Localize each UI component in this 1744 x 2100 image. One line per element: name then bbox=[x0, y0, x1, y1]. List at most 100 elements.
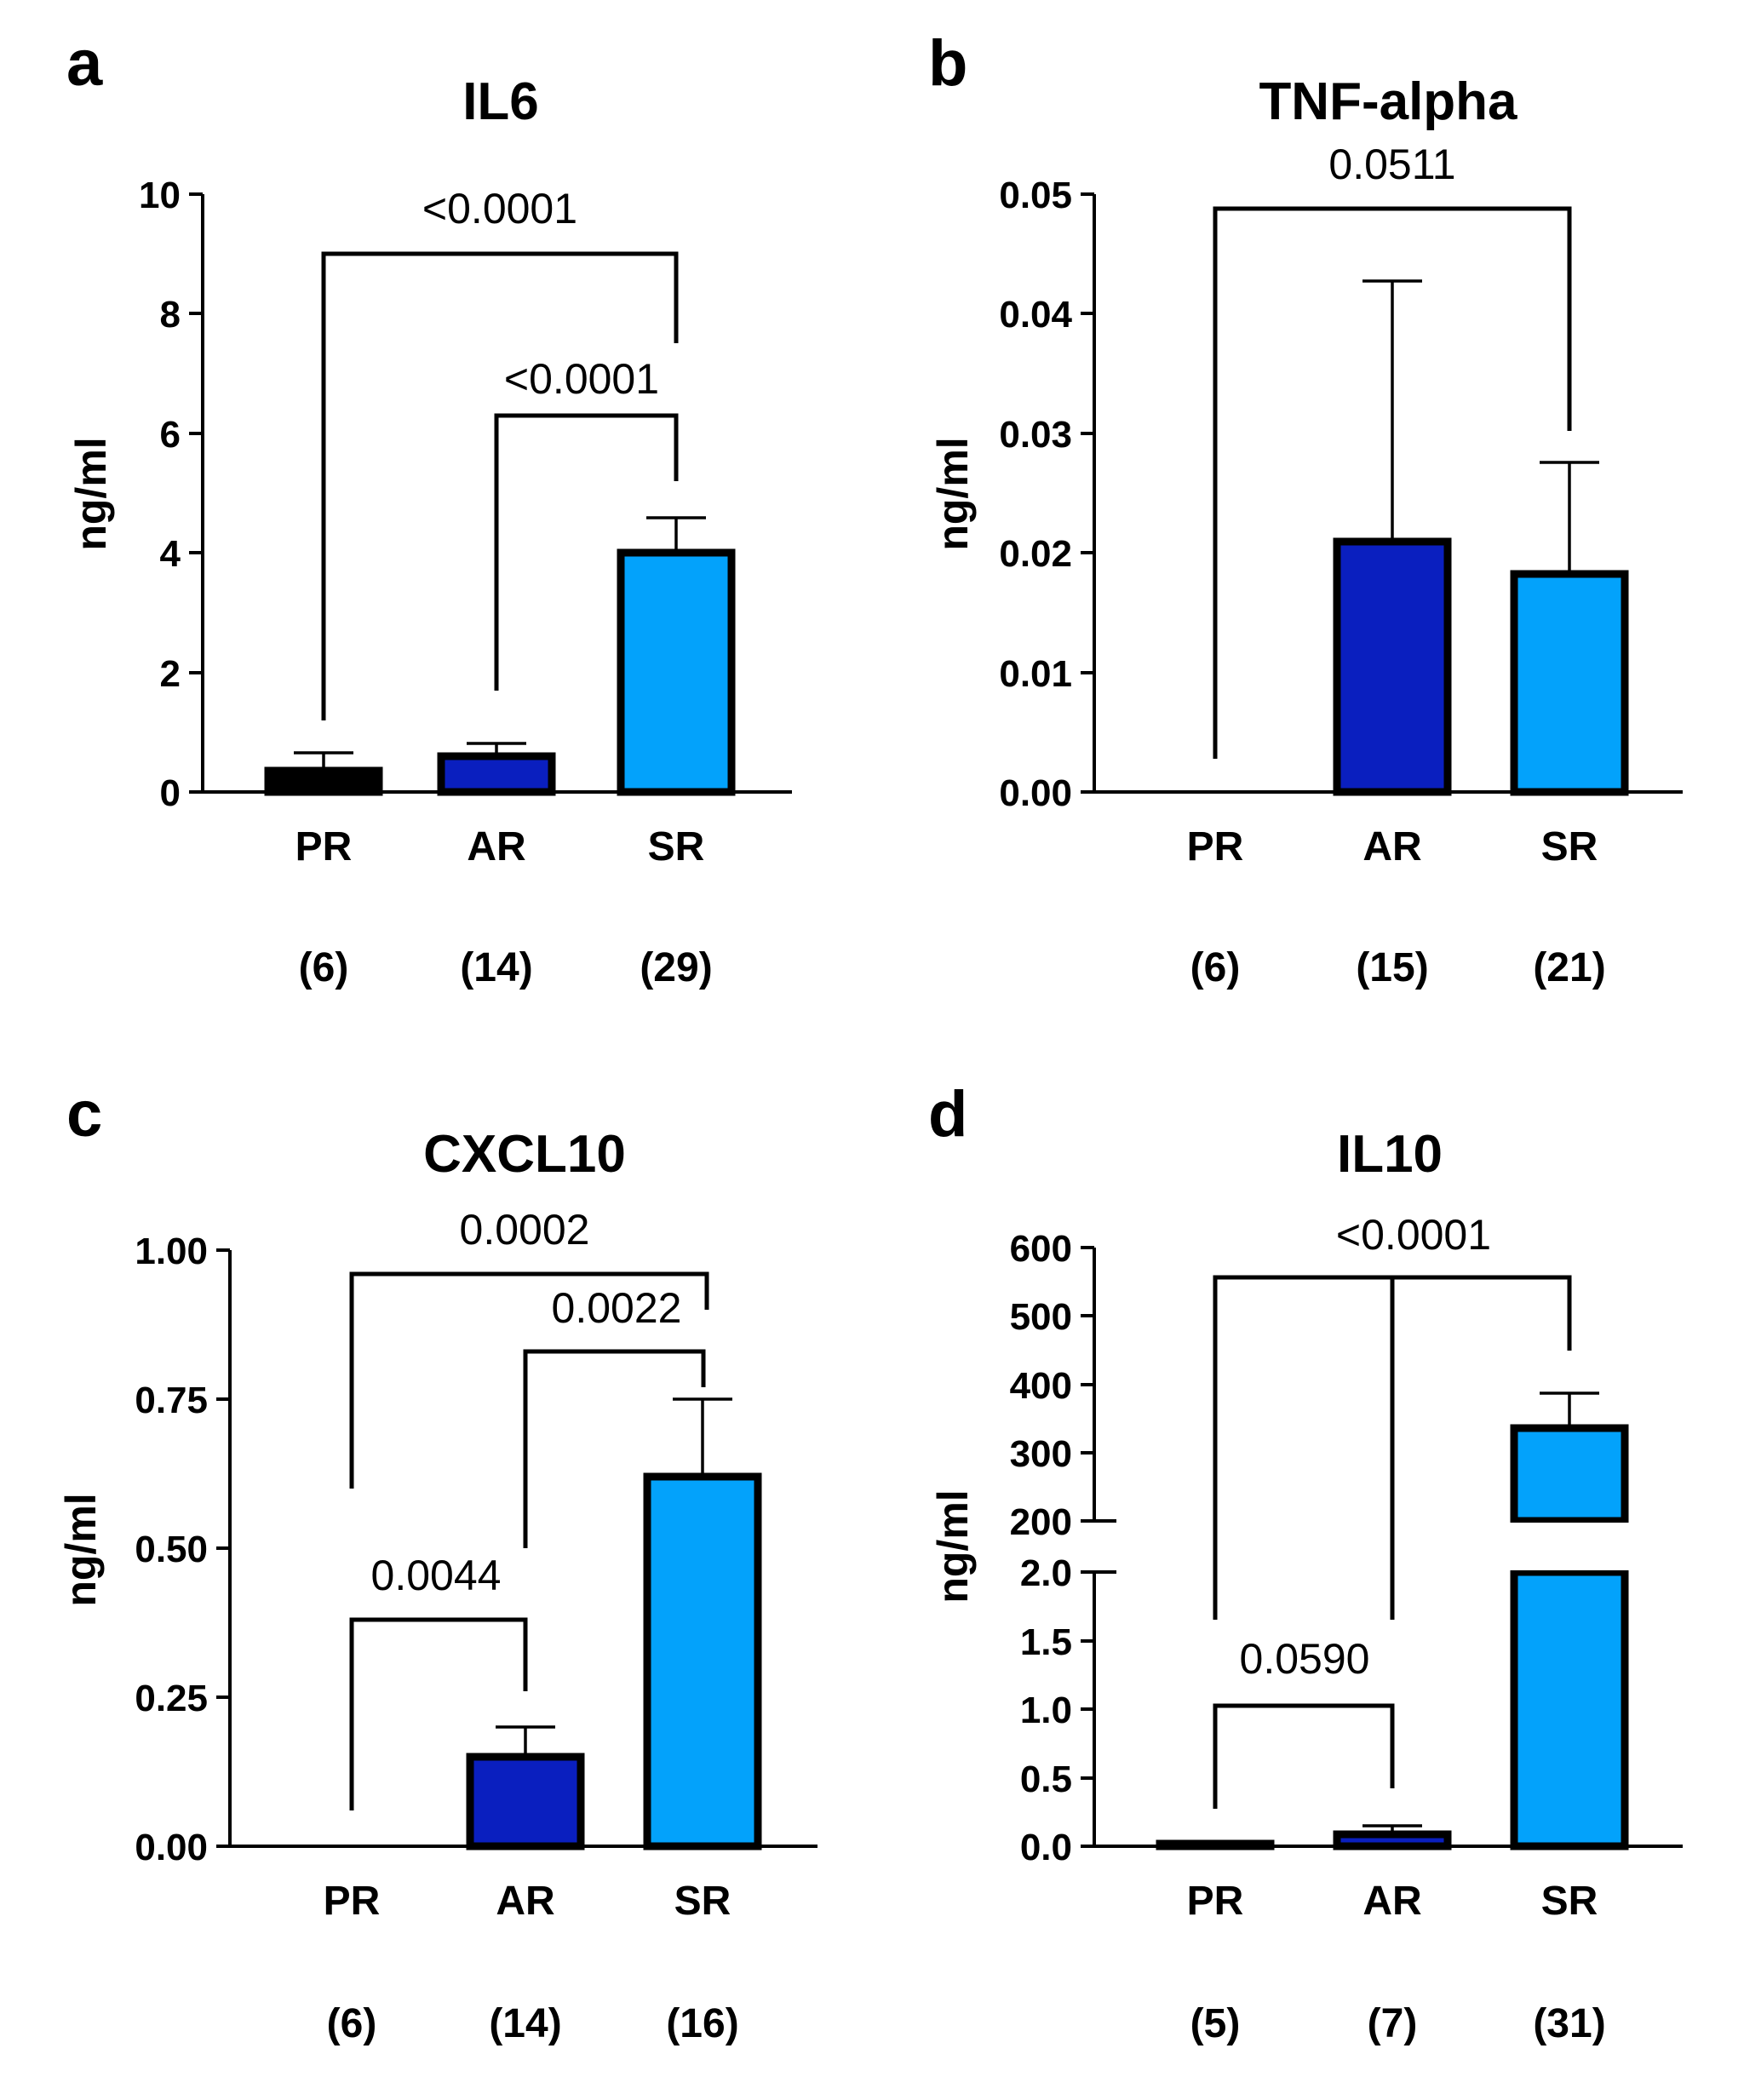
panel-a-yticks: 0 2 4 6 8 10 bbox=[139, 175, 203, 814]
panel-c-bars bbox=[466, 1397, 762, 1850]
panel-a-bars bbox=[264, 516, 736, 796]
panel-a-n-ar: (14) bbox=[460, 945, 532, 990]
panel-c-n-ar: (14) bbox=[489, 2001, 561, 2046]
panel-d-bar-break-gap bbox=[1506, 1523, 1633, 1570]
panel-b-letter: b bbox=[928, 27, 967, 100]
panel-d-xticks: PR AR SR (5) (7) (31) bbox=[1187, 1879, 1606, 2046]
panel-a-pval-pr-sr: <0.0001 bbox=[422, 185, 577, 232]
panel-c-n-pr: (6) bbox=[327, 2001, 377, 2046]
panel-b-n-ar: (15) bbox=[1356, 945, 1428, 990]
panel-a-xtick-pr: PR bbox=[295, 824, 353, 869]
panel-a-ytick-label: 4 bbox=[160, 533, 181, 575]
panel-c-ytick-label: 0.00 bbox=[135, 1827, 208, 1868]
panel-b-bar-sr bbox=[1510, 570, 1629, 796]
panel-d-ytick-label: 600 bbox=[1010, 1228, 1072, 1270]
panel-b-title: TNF-alpha bbox=[1259, 72, 1517, 131]
panel-c-bar-ar bbox=[466, 1753, 585, 1850]
panel-d-bar-sr-upper bbox=[1510, 1424, 1629, 1525]
panel-d-ytick-label: 200 bbox=[1010, 1501, 1072, 1543]
panel-d-ytick-label: 400 bbox=[1010, 1365, 1072, 1407]
panel-c-xticks: PR AR SR (6) (14) (16) bbox=[324, 1879, 739, 2046]
panel-b-xtick-sr: SR bbox=[1541, 824, 1598, 869]
panel-a-bracket-pr-sr bbox=[321, 251, 679, 720]
panel-a-xticks: PR AR SR (6) (14) (29) bbox=[295, 824, 713, 990]
panel-b-ylabel: ng/ml bbox=[929, 437, 977, 550]
panel-d-bar-ar bbox=[1333, 1830, 1452, 1850]
panel-b-bar-ar bbox=[1333, 537, 1452, 796]
panel-b-tnf-alpha: b TNF-alpha ng/ml 0.00 0.01 0.02 0.03 0.… bbox=[928, 27, 1683, 990]
panel-a-letter: a bbox=[66, 27, 103, 100]
panel-b-pval-pr-sr: 0.0511 bbox=[1328, 141, 1455, 188]
panel-d-xtick-pr: PR bbox=[1187, 1879, 1244, 1924]
panel-a-n-sr: (29) bbox=[640, 945, 712, 990]
panel-c-pval-pr-ar: 0.0044 bbox=[371, 1552, 502, 1599]
panel-d-pval-pr-ar: 0.0590 bbox=[1240, 1635, 1370, 1683]
panel-a-bar-sr bbox=[617, 548, 736, 796]
panel-c-xtick-pr: PR bbox=[324, 1879, 381, 1924]
panel-d-n-sr: (31) bbox=[1533, 2001, 1605, 2046]
panel-a-bar-pr bbox=[264, 766, 383, 796]
panel-a-ytick-label: 0 bbox=[160, 772, 181, 814]
panel-c-yticks: 0.00 0.25 0.50 0.75 1.00 bbox=[135, 1231, 230, 1868]
panel-d-bars bbox=[1156, 1391, 1633, 1850]
panel-a-n-pr: (6) bbox=[299, 945, 349, 990]
panel-c-pval-pr-sr: 0.0002 bbox=[460, 1206, 590, 1254]
panel-d-ytick-label: 0.5 bbox=[1020, 1759, 1072, 1800]
panel-d-ytick-label: 0.0 bbox=[1020, 1827, 1072, 1868]
panel-b-ytick-label: 0.00 bbox=[999, 772, 1072, 814]
panel-c-letter: c bbox=[66, 1078, 102, 1150]
panel-d-il10: d IL10 ng/ml 200 300 400 500 600 0.0 0 bbox=[928, 1078, 1683, 2046]
panel-a-comparisons: <0.0001 <0.0001 bbox=[321, 185, 679, 720]
panel-c-ytick-label: 1.00 bbox=[135, 1231, 208, 1272]
panel-b-bars bbox=[1333, 279, 1629, 796]
panel-b-ytick-label: 0.02 bbox=[999, 533, 1072, 575]
panel-d-pval-pr-sr: <0.0001 bbox=[1336, 1211, 1491, 1259]
panel-d-ytick-label: 1.5 bbox=[1020, 1621, 1072, 1663]
panel-a-xtick-ar: AR bbox=[467, 824, 525, 869]
panel-b-xticks: PR AR SR (6) (15) (21) bbox=[1187, 824, 1606, 990]
panel-c-ytick-label: 0.75 bbox=[135, 1380, 208, 1421]
panel-d-comparisons: <0.0001 0.0590 bbox=[1213, 1211, 1572, 1809]
panel-b-comparisons: 0.0511 bbox=[1213, 141, 1572, 759]
panel-b-xtick-ar: AR bbox=[1362, 824, 1421, 869]
panel-d-xtick-sr: SR bbox=[1541, 1879, 1598, 1924]
panel-b-ytick-label: 0.04 bbox=[999, 294, 1072, 336]
panel-a-pval-ar-sr: <0.0001 bbox=[504, 355, 659, 403]
panel-d-yticks-upper: 200 300 400 500 600 bbox=[1010, 1228, 1094, 1543]
panel-d-yticks-lower: 0.0 0.5 1.0 1.5 2.0 bbox=[1020, 1552, 1094, 1868]
panel-b-ytick-label: 0.03 bbox=[999, 414, 1072, 456]
panel-b-bracket-pr-sr bbox=[1213, 206, 1572, 759]
panel-b-ytick-label: 0.01 bbox=[999, 653, 1072, 695]
panel-b-n-sr: (21) bbox=[1533, 945, 1605, 990]
panel-d-n-ar: (7) bbox=[1368, 2001, 1418, 2046]
panel-d-bracket-pr-ar bbox=[1213, 1703, 1395, 1809]
panel-d-bar-sr-lower bbox=[1510, 1568, 1629, 1850]
panel-b-yticks: 0.00 0.01 0.02 0.03 0.04 0.05 bbox=[999, 175, 1094, 814]
panel-c-bracket-pr-ar bbox=[349, 1617, 528, 1810]
panel-a-bracket-ar-sr bbox=[494, 413, 679, 691]
panel-a-ytick-label: 6 bbox=[160, 414, 181, 456]
panel-d-title: IL10 bbox=[1337, 1125, 1443, 1184]
panel-d-ytick-label: 300 bbox=[1010, 1433, 1072, 1475]
panel-a-title: IL6 bbox=[462, 72, 539, 131]
panel-c-bracket-ar-sr bbox=[523, 1349, 706, 1548]
panel-d-xtick-ar: AR bbox=[1362, 1879, 1421, 1924]
panel-d-bar-pr bbox=[1156, 1839, 1275, 1850]
panel-d-ylabel: ng/ml bbox=[929, 1489, 977, 1603]
panel-c-ytick-label: 0.25 bbox=[135, 1678, 208, 1719]
panel-c-bar-sr bbox=[643, 1472, 762, 1850]
panel-c-n-sr: (16) bbox=[666, 2001, 738, 2046]
panel-b-ytick-label: 0.05 bbox=[999, 175, 1072, 216]
panel-a-il6: a IL6 ng/ml 0 2 4 6 8 10 bbox=[66, 27, 792, 990]
panel-c-title: CXCL10 bbox=[423, 1125, 626, 1184]
panel-c-ytick-label: 0.50 bbox=[135, 1529, 208, 1570]
panel-a-xtick-sr: SR bbox=[648, 824, 705, 869]
panel-c-cxcl10: c CXCL10 ng/ml 0.00 0.25 0.50 0.75 1.00 bbox=[57, 1078, 818, 2046]
panel-d-ytick-label: 1.0 bbox=[1020, 1690, 1072, 1731]
panel-d-letter: d bbox=[928, 1078, 967, 1150]
panel-c-xtick-sr: SR bbox=[674, 1879, 731, 1924]
panel-a-ylabel: ng/ml bbox=[67, 437, 115, 550]
panel-c-bracket-pr-sr bbox=[349, 1271, 709, 1489]
panel-d-n-pr: (5) bbox=[1190, 2001, 1241, 2046]
